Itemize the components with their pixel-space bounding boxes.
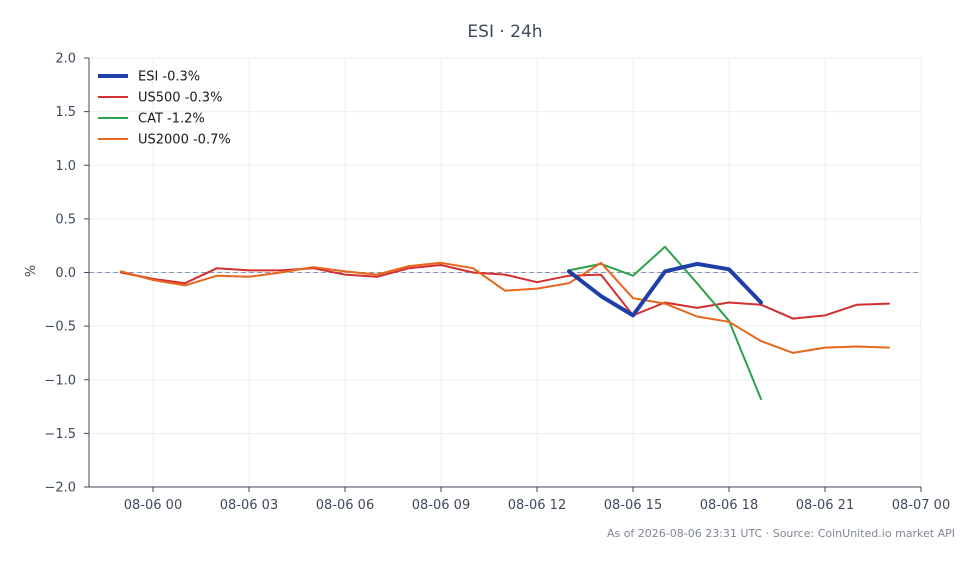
x-tick-label: 08-06 21 — [796, 498, 854, 513]
legend-label-esi: ESI -0.3% — [138, 70, 200, 85]
legend-label-us2000: US2000 -0.7% — [138, 133, 231, 148]
series-line-esi — [567, 261, 763, 318]
legend: ESI -0.3% US500 -0.3% CAT -1.2% US2000 -0.7… — [98, 70, 231, 148]
x-tick-label: 08-06 09 — [412, 498, 470, 513]
x-tick-label: 08-06 18 — [700, 498, 758, 513]
footer-source: As of 2026-08-06 23:31 UTC · Source: Coi… — [607, 527, 955, 540]
y-tick-label: −1.0 — [44, 373, 76, 388]
x-tick-label: 08-06 00 — [124, 498, 182, 513]
y-tick-label: 1.5 — [55, 105, 76, 120]
y-axis-label: % — [24, 265, 39, 277]
axes: 2.0 1.5 1.0 0.5 0.0 −0.5 −1.0 −1.5 −2.0 08-06 00 0… — [44, 52, 950, 514]
y-tick-label: 0.5 — [55, 212, 76, 227]
y-tick-label: 0.0 — [55, 266, 76, 281]
y-tick-label: 2.0 — [55, 52, 76, 67]
legend-label-us500: US500 -0.3% — [138, 91, 222, 106]
x-tick-label: 08-06 15 — [604, 498, 662, 513]
x-tick-label: 08-06 06 — [316, 498, 374, 513]
legend-label-cat: CAT -1.2% — [138, 112, 205, 127]
series-line-us2000 — [120, 261, 890, 354]
chart-title: ESI · 24h — [467, 22, 542, 42]
series-lines — [120, 245, 890, 401]
y-tick-label: −0.5 — [44, 320, 76, 335]
y-tick-label: −2.0 — [44, 481, 76, 496]
y-tick-label: 1.0 — [55, 159, 76, 174]
y-tick-label: −1.5 — [44, 427, 76, 442]
series-line-us500 — [120, 264, 890, 320]
x-tick-label: 08-07 00 — [892, 498, 950, 513]
x-tick-label: 08-06 12 — [508, 498, 566, 513]
x-tick-label: 08-06 03 — [220, 498, 278, 513]
